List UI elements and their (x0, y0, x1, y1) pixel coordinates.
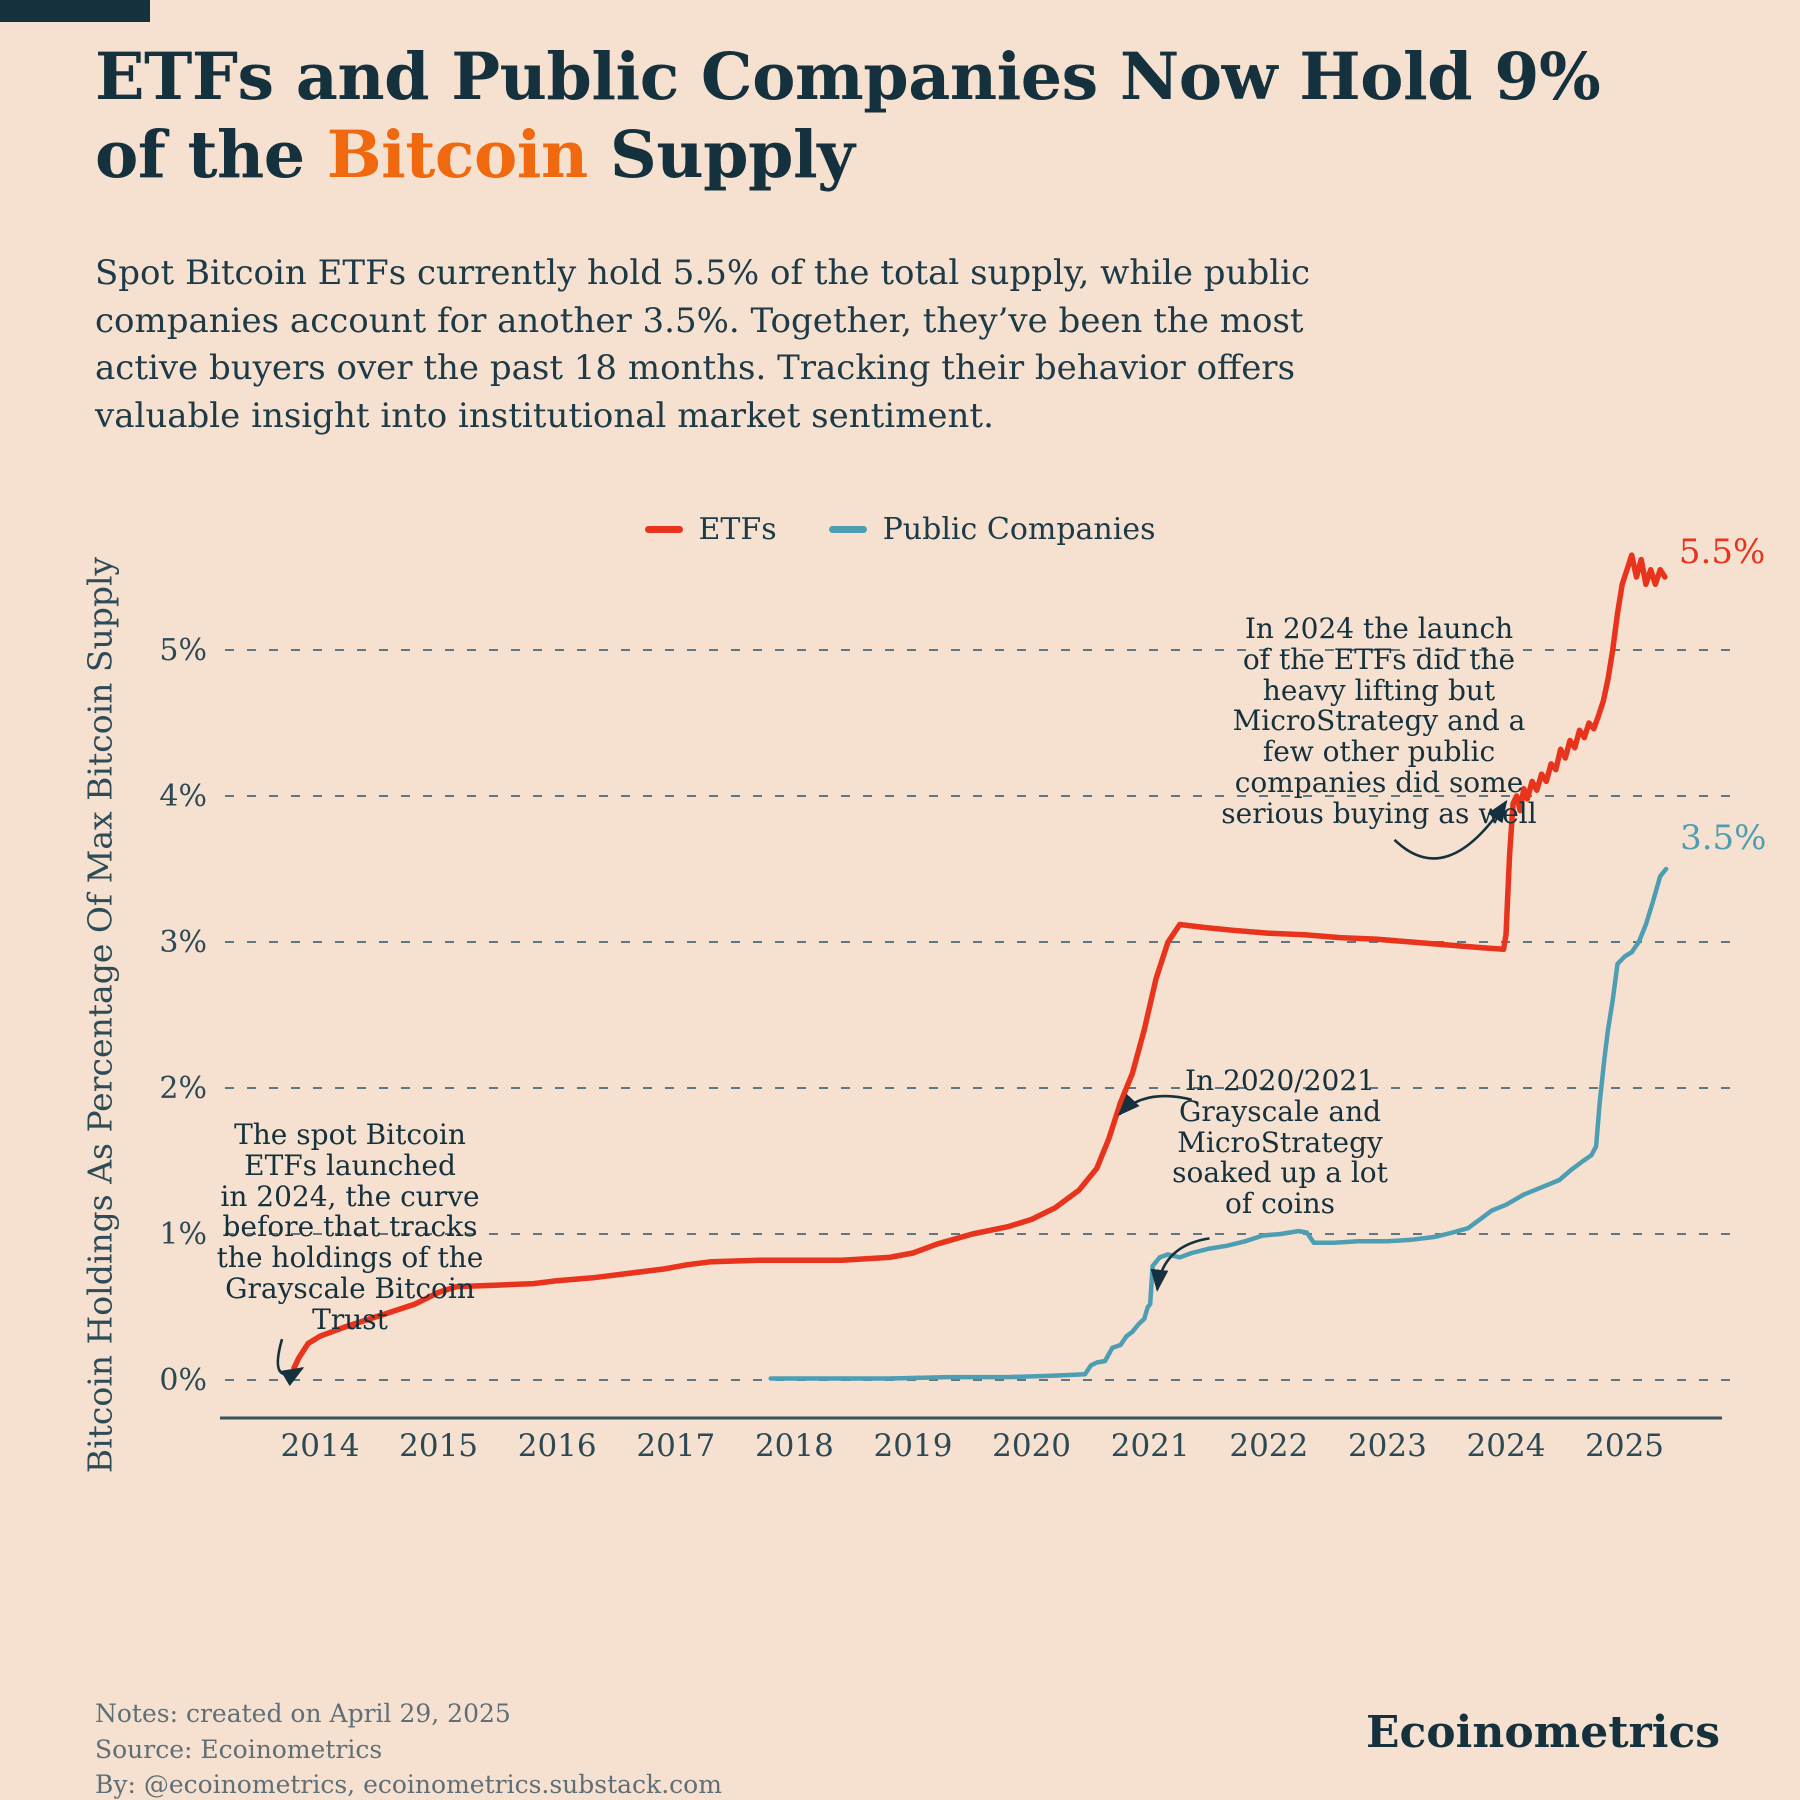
legend-item-public-companies: Public Companies (828, 512, 1156, 547)
x-tick-label: 2024 (1467, 1428, 1546, 1464)
page-title: ETFs and Public Companies Now Hold 9% of … (95, 38, 1601, 194)
x-tick-label: 2019 (874, 1428, 953, 1464)
etfs-end-label: 5.5% (1679, 532, 1765, 572)
annotation-arrow (1393, 799, 1508, 860)
x-tick-label: 2020 (992, 1428, 1071, 1464)
y-tick-label: 4% (159, 779, 207, 814)
annotation-grayscale-trust: The spot Bitcoin ETFs launched in 2024, … (216, 1118, 484, 1336)
annotation-arrow (1117, 1093, 1193, 1116)
x-tick-label: 2015 (399, 1428, 478, 1464)
etfs-legend-swatch (644, 526, 683, 533)
etfs-line (291, 552, 1668, 1372)
public-companies-end-label: 3.5% (1680, 818, 1766, 858)
title-line2-pre: of the (95, 117, 327, 193)
x-tick-label: 2014 (281, 1428, 360, 1464)
footer-notes: Notes: created on April 29, 2025 Source:… (95, 1699, 722, 1799)
annotation-arrow (276, 1338, 305, 1387)
annotation-arrow (1150, 1237, 1210, 1292)
y-axis-title: Bitcoin Holdings As Percentage Of Max Bi… (80, 556, 120, 1474)
annotation-2020-2021-buying: In 2020/2021 Grayscale and MicroStrategy… (1172, 1064, 1388, 1221)
y-tick-label: 2% (159, 1071, 207, 1106)
y-tick-label: 1% (159, 1217, 207, 1252)
etfs-legend-label: ETFs (698, 512, 777, 547)
x-tick-label: 2021 (1111, 1428, 1190, 1464)
title-bitcoin-highlight: Bitcoin (326, 117, 589, 193)
x-tick-label: 2023 (1348, 1428, 1427, 1464)
x-tick-label: 2025 (1585, 1428, 1664, 1464)
x-tick-label: 2022 (1229, 1428, 1308, 1464)
public-companies-legend-swatch (828, 526, 867, 533)
corner-accent-block (0, 0, 150, 22)
brand-wordmark: Ecoinometrics (1365, 1707, 1720, 1758)
y-tick-label: 0% (159, 1363, 207, 1398)
y-tick-label: 5% (159, 633, 207, 668)
x-tick-label: 2016 (518, 1428, 597, 1464)
y-tick-label: 3% (159, 925, 207, 960)
public-companies-legend-label: Public Companies (882, 512, 1156, 547)
subtitle-text: Spot Bitcoin ETFs currently hold 5.5% of… (95, 253, 1311, 436)
title-line1: ETFs and Public Companies Now Hold 9% (95, 39, 1601, 115)
x-tick-label: 2017 (636, 1428, 715, 1464)
annotation-2024-etf-launch: In 2024 the launch of the ETFs did the h… (1221, 612, 1537, 830)
x-tick-label: 2018 (755, 1428, 834, 1464)
legend-item-etfs: ETFs (644, 512, 777, 547)
chart-legend: ETFs Public Companies (0, 512, 1800, 547)
public-companies-line (768, 866, 1669, 1381)
title-line2-post: Supply (587, 117, 855, 193)
